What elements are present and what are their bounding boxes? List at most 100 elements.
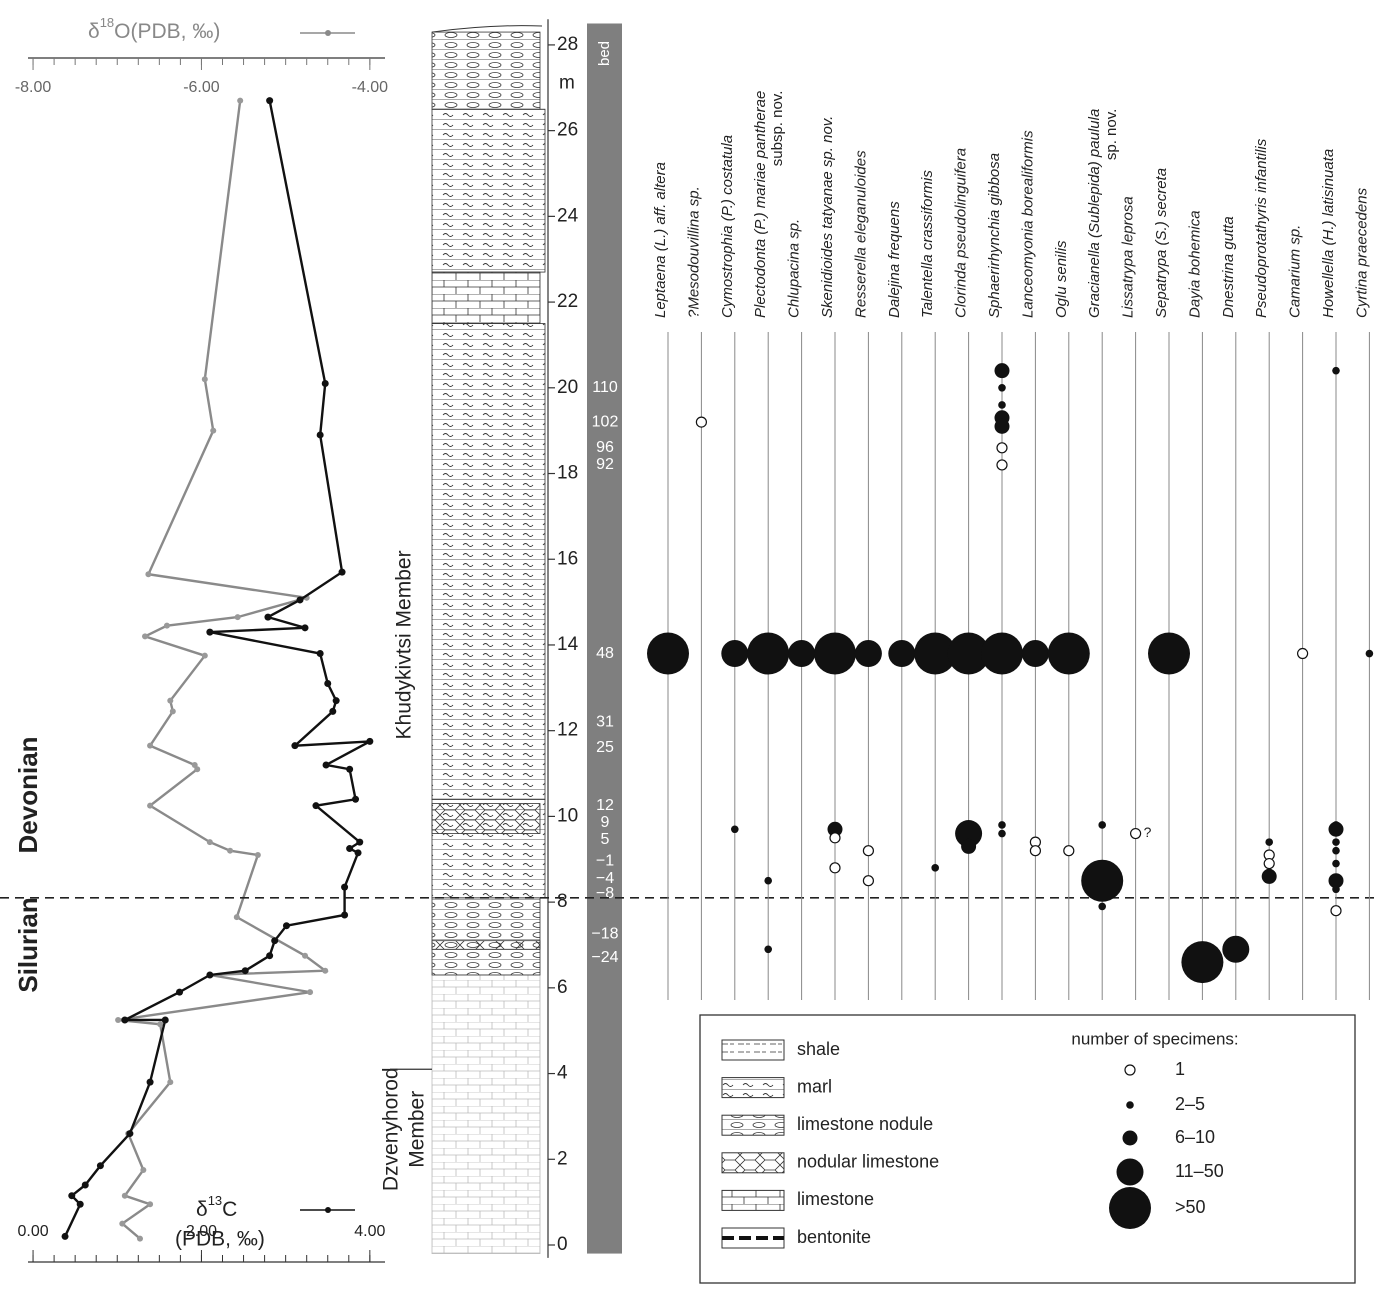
taxon-note: subsp. nov. xyxy=(769,91,786,167)
isotope-point xyxy=(264,613,272,621)
isotope-point xyxy=(291,742,299,750)
specimen-mark xyxy=(862,875,875,887)
specimen-mark xyxy=(947,632,990,675)
specimen-mark xyxy=(1328,873,1344,889)
isotope-point xyxy=(96,1162,104,1170)
taxon-name: Lissatrypa leprosa xyxy=(1120,196,1137,318)
bed-number: 9 xyxy=(601,814,610,831)
weathered-top xyxy=(431,25,543,33)
bed-number: 5 xyxy=(601,831,610,848)
isotope-point xyxy=(332,697,340,705)
specimen-mark xyxy=(1021,640,1049,668)
axis-title: δ13C xyxy=(196,1193,237,1220)
taxon-name: Skenidioides tatyanae sp. nov. xyxy=(819,116,836,318)
specimen-mark xyxy=(981,632,1023,675)
taxon-name: Chlupacina sp. xyxy=(786,219,803,318)
isotope-point xyxy=(81,1181,89,1189)
specimen-mark xyxy=(1328,821,1344,837)
taxon-name: Sepatrypa (S.) secreta xyxy=(1153,168,1170,318)
bed-title: bed xyxy=(596,41,613,66)
taxon-name: Howellella (H.) latisinuata xyxy=(1320,149,1337,318)
lithology-bed xyxy=(431,271,541,324)
specimen-mark xyxy=(994,418,1010,434)
isotope-point xyxy=(302,952,309,959)
taxon-name: Dayia bohemica xyxy=(1186,210,1203,318)
specimen-mark xyxy=(854,640,882,668)
isotope-point xyxy=(147,1201,154,1208)
taxon-name: Lanceomyonia borealiformis xyxy=(1019,130,1036,318)
size-legend-label: 1 xyxy=(1175,1059,1185,1079)
bed-number: 25 xyxy=(596,739,614,756)
isotope-point xyxy=(322,967,329,974)
taxon-name: Dalejina frequens xyxy=(886,201,903,318)
y-tick-label: 26 xyxy=(557,120,578,141)
lithology-swatch xyxy=(721,1152,785,1174)
isotope-point xyxy=(266,952,274,960)
specimen-mark xyxy=(1261,868,1277,884)
size-legend-label: 6–10 xyxy=(1175,1127,1215,1147)
isotope-line xyxy=(117,100,329,1240)
taxon-name: Clorinda pseudolinguifera xyxy=(953,148,970,318)
isotope-point xyxy=(233,914,240,921)
period-label: Silurian xyxy=(13,897,43,992)
period-label: Devonian xyxy=(13,736,43,853)
isotope-point xyxy=(346,845,354,853)
specimen-mark xyxy=(731,825,739,834)
isotope-point xyxy=(354,849,362,857)
lithology-bed xyxy=(431,31,541,110)
isotope-point xyxy=(194,766,201,773)
isotope-point xyxy=(126,1130,134,1138)
specimen-mark xyxy=(1222,935,1250,963)
isotope-point xyxy=(322,761,330,769)
taxon-name: Sphaerirhynchia gibbosa xyxy=(986,153,1003,318)
specimen-mark xyxy=(1124,1064,1136,1076)
taxon-name: Cymostrophia (P.) costatula xyxy=(719,135,736,318)
isotope-point xyxy=(237,97,244,104)
specimen-mark xyxy=(998,829,1006,838)
specimen-mark xyxy=(1098,821,1106,829)
specimen-mark xyxy=(1332,885,1340,894)
isotope-point xyxy=(115,1016,122,1023)
bed-number: 12 xyxy=(596,797,614,814)
specimen-mark xyxy=(955,820,983,848)
size-legend-title: number of specimens: xyxy=(1071,1029,1238,1048)
y-tick-label: 10 xyxy=(557,805,578,826)
specimen-mark xyxy=(829,862,841,874)
legend-dot xyxy=(325,30,331,36)
bed-number: −18 xyxy=(591,925,618,942)
lithology-label: shale xyxy=(797,1039,840,1059)
y-tick-label: 20 xyxy=(557,377,578,398)
lithology-label: limestone xyxy=(797,1189,874,1209)
isotope-point xyxy=(176,988,184,996)
isotope-point xyxy=(341,883,349,891)
specimen-mark xyxy=(914,632,957,675)
member-label: Member xyxy=(406,1091,429,1168)
isotope-point xyxy=(161,1016,169,1024)
isotope-point xyxy=(282,922,290,930)
lithology-swatch xyxy=(721,1077,785,1099)
isotope-point xyxy=(296,596,304,604)
lithology-label: nodular limestone xyxy=(797,1152,939,1172)
specimen-mark xyxy=(961,838,977,854)
isotope-point xyxy=(201,652,208,659)
isotope-point xyxy=(271,937,279,945)
x-tick-label: 0.00 xyxy=(17,1223,48,1240)
member-label: Khudykivtsi Member xyxy=(393,550,416,739)
isotope-point xyxy=(352,795,360,803)
lithology-bed xyxy=(431,803,541,834)
specimen-mark xyxy=(1122,1130,1138,1146)
y-tick-label: 14 xyxy=(557,634,579,655)
title-part: δ xyxy=(196,1198,208,1221)
y-tick-label: 4 xyxy=(557,1063,568,1084)
taxon-name: Dnestrina gutta xyxy=(1220,216,1237,318)
isotope-point xyxy=(316,431,324,439)
specimen-mark xyxy=(996,442,1008,454)
specimen-mark xyxy=(1365,649,1374,658)
isotope-point xyxy=(68,1192,76,1200)
lithology-bed xyxy=(431,108,546,273)
legend: shale marl limestone nodule nodular limesto… xyxy=(699,1014,1356,1284)
bed-number: 92 xyxy=(596,456,614,473)
bed-number: 102 xyxy=(592,413,619,430)
isotope-point xyxy=(136,1235,143,1242)
isotope-point xyxy=(312,802,320,810)
